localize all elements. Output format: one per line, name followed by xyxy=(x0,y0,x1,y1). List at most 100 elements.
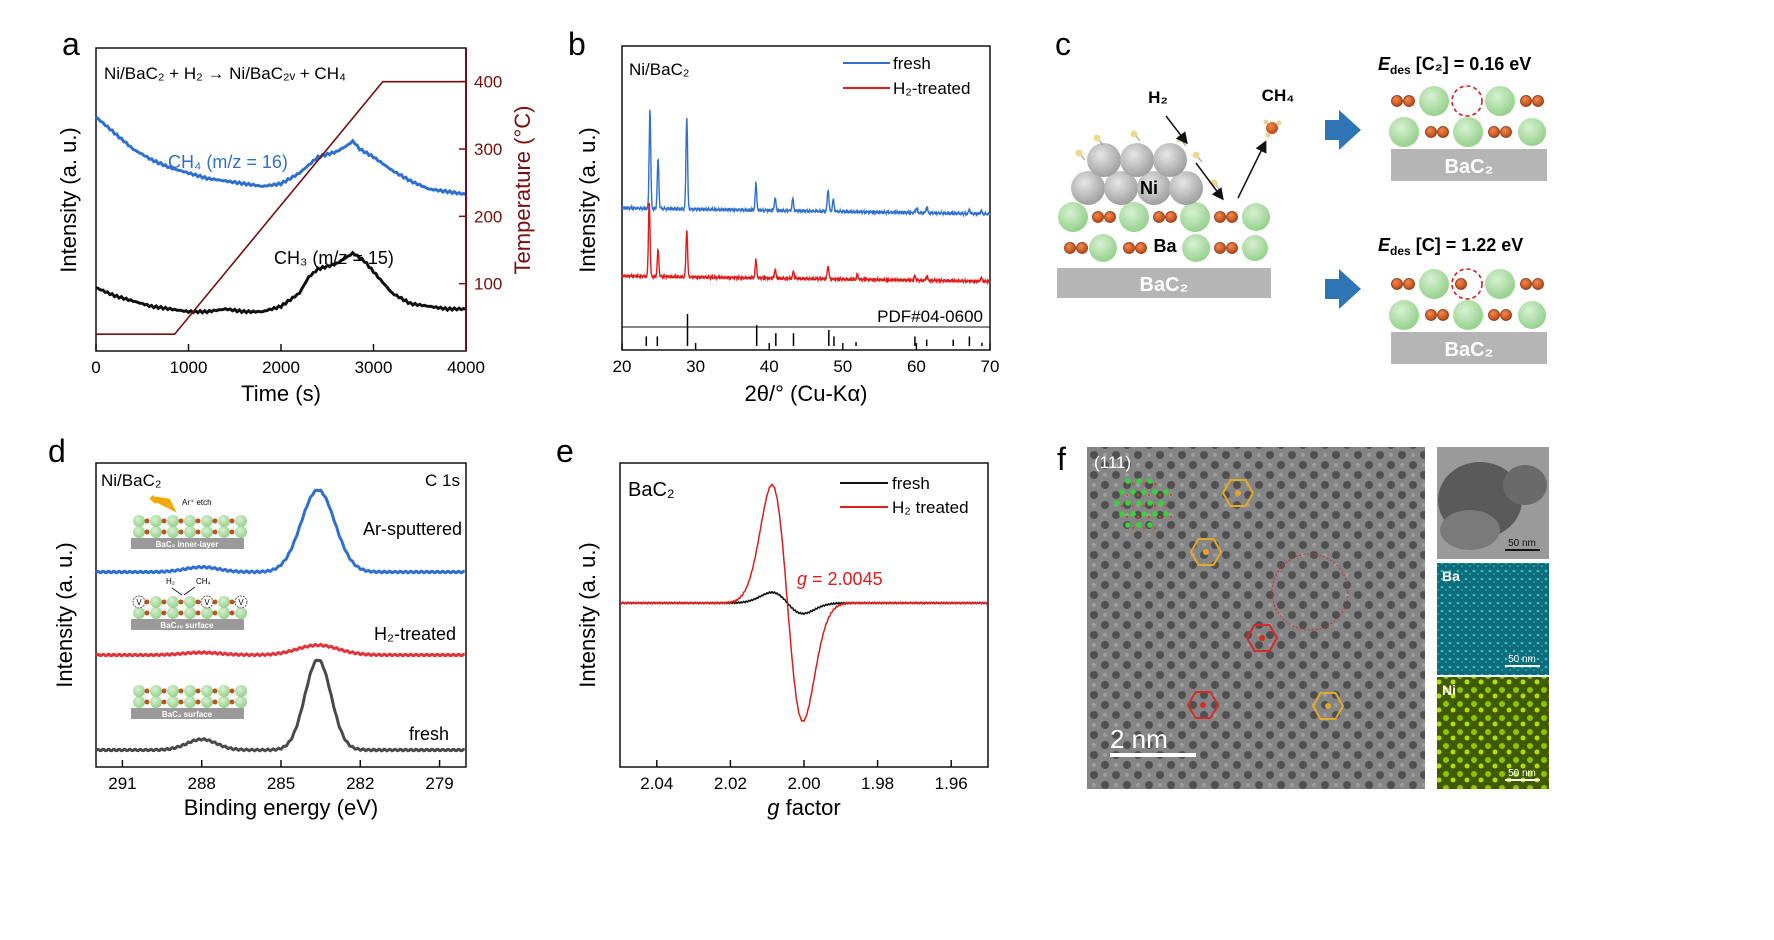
x-tick-label-e: 1.98 xyxy=(861,774,894,793)
ba-column-marker xyxy=(1147,500,1153,506)
series-label-ch3: CH₃ (m/z = 15) xyxy=(274,248,394,268)
ar-etch-label: Ar⁺ etch xyxy=(182,498,212,507)
h-atom xyxy=(1093,134,1101,142)
c-atom xyxy=(1214,242,1226,254)
ba-column-marker xyxy=(1119,511,1125,517)
y2-tick-label-a: 100 xyxy=(474,275,502,294)
c-column-marker xyxy=(1142,504,1146,508)
legend-h2-b: H₂-treated xyxy=(893,79,970,98)
ba-atom xyxy=(150,526,162,538)
series-line-d-0 xyxy=(95,488,465,575)
c2-vacancy xyxy=(1451,85,1483,117)
ni-atom xyxy=(1087,143,1121,177)
ba-atom xyxy=(1242,203,1270,231)
c-column-marker xyxy=(1125,493,1129,497)
c-atom xyxy=(1135,242,1147,254)
y-axis-label-b: Intensity (a. u.) xyxy=(575,127,600,273)
panel-b-chart: b Ni/BaC₂ fresh H₂-treated PDF#04-0600 2… xyxy=(568,26,999,406)
x-tick-label-d: 291 xyxy=(108,774,136,793)
h-atom xyxy=(1192,151,1200,159)
c-column-marker xyxy=(1147,515,1151,519)
x-tick-label-b: 50 xyxy=(833,357,852,376)
y-axis-label-a: Intensity (a. u.) xyxy=(56,127,81,273)
ba-atom xyxy=(150,607,162,619)
c-atom xyxy=(161,599,167,605)
lattice-plane-label: (111) xyxy=(1094,453,1131,472)
x-tick-label-d: 285 xyxy=(267,774,295,793)
panel-label-c: c xyxy=(1055,26,1071,62)
ba-atom xyxy=(1419,269,1449,299)
vacancy-marker xyxy=(132,595,146,609)
ba-map-label: Ba xyxy=(1442,568,1460,584)
c-atom xyxy=(1226,242,1238,254)
c-atom xyxy=(161,529,167,535)
c-atom xyxy=(1425,309,1437,321)
vacancy-label: V xyxy=(204,598,210,607)
bac2-layers-left xyxy=(1058,202,1270,262)
c-atom xyxy=(1226,211,1238,223)
c-column-marker xyxy=(1142,526,1146,530)
substrate-label-left: BaC₂ xyxy=(1140,274,1189,296)
c-column-marker xyxy=(1131,504,1135,508)
c-atom xyxy=(1437,309,1449,321)
ba-column-marker xyxy=(1141,511,1147,517)
region-label-d: C 1s xyxy=(425,471,460,490)
ba-atom xyxy=(218,685,230,697)
ba-atom xyxy=(133,696,145,708)
hexagon-marker-gold xyxy=(1311,692,1345,720)
ba-atom xyxy=(201,685,213,697)
series-line-d-2 xyxy=(95,658,465,753)
ni-eds-map xyxy=(1437,677,1549,789)
ba-atom xyxy=(201,526,213,538)
c-atom xyxy=(229,610,235,616)
ba-atom xyxy=(184,526,196,538)
c-atom xyxy=(178,610,184,616)
ni-atom xyxy=(1153,143,1187,177)
c-atom xyxy=(144,610,150,616)
ba-column-marker xyxy=(1125,522,1131,528)
legend-h2-e: H₂ treated xyxy=(892,498,969,517)
substrate-label-bottom-right: BaC₂ xyxy=(1445,339,1494,361)
series-line-e-1 xyxy=(619,483,989,723)
bac2-substrate-top-right xyxy=(1391,149,1547,181)
series-label-fresh-d: fresh xyxy=(409,724,449,744)
c-column-marker xyxy=(1153,482,1157,486)
ni-label: Ni xyxy=(1140,178,1158,198)
c-atom xyxy=(1391,95,1403,107)
hrtem-image xyxy=(1087,447,1425,789)
c-atom xyxy=(144,529,150,535)
c-atom xyxy=(161,699,167,705)
c-vacancy xyxy=(1451,268,1483,300)
ba-atom xyxy=(133,607,145,619)
c-column-marker xyxy=(1158,515,1162,519)
ba-column-marker xyxy=(1130,489,1136,495)
c-column-marker xyxy=(1153,504,1157,508)
ba-atom xyxy=(218,596,230,608)
arrow-to-surface xyxy=(1195,162,1224,201)
plot-frame-b xyxy=(621,45,991,351)
vacancy-label: V xyxy=(238,598,244,607)
sample-label-e: BaC₂ xyxy=(628,479,675,501)
c-column-marker xyxy=(1147,493,1151,497)
ba-column-marker xyxy=(1114,500,1120,506)
ba-atom xyxy=(1518,301,1546,329)
ba-column-marker xyxy=(1125,478,1131,484)
ba-atom xyxy=(235,526,247,538)
x-tick-label-a: 3000 xyxy=(355,358,393,377)
c-column-marker xyxy=(1136,515,1140,519)
c-column-marker xyxy=(1120,504,1124,508)
panel-label-b: b xyxy=(568,26,586,62)
ba-column-marker xyxy=(1158,500,1164,506)
series-line-b-0 xyxy=(621,109,991,218)
ba-atom xyxy=(150,685,162,697)
ba-atom xyxy=(1518,118,1546,146)
c-atom xyxy=(1437,126,1449,138)
ch4-label: CH₄ xyxy=(1262,86,1295,105)
inset-caption: BaC₂ inner-layer xyxy=(156,540,219,549)
scale-label-ni: 50 nm xyxy=(1508,768,1536,779)
ba-atom xyxy=(201,696,213,708)
ni-atom xyxy=(1071,171,1105,205)
c-column-marker xyxy=(1158,493,1162,497)
x-tick-label-a: 4000 xyxy=(447,358,485,377)
y-axis-label-d: Intensity (a. u.) xyxy=(52,542,77,688)
